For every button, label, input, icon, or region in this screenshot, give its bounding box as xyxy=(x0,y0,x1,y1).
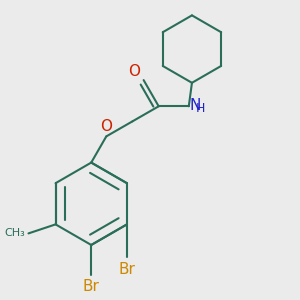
Text: Br: Br xyxy=(118,262,135,277)
Text: O: O xyxy=(128,64,140,79)
Text: O: O xyxy=(100,119,112,134)
Text: Br: Br xyxy=(83,279,100,294)
Text: H: H xyxy=(196,102,205,115)
Text: N: N xyxy=(189,98,201,113)
Text: CH₃: CH₃ xyxy=(4,228,25,239)
